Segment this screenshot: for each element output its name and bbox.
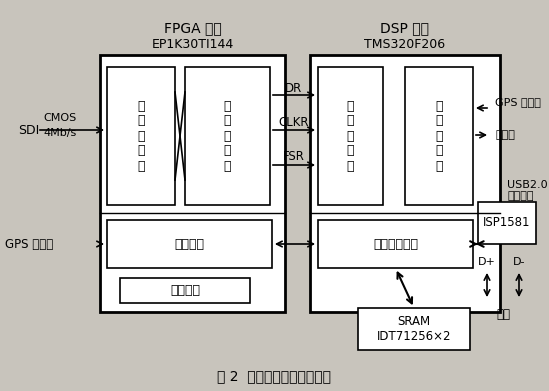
Bar bbox=[405, 67, 473, 205]
Text: 主串口: 主串口 bbox=[495, 130, 515, 140]
Text: GPS 秒脉冲: GPS 秒脉冲 bbox=[5, 237, 53, 251]
Text: DSP 模块: DSP 模块 bbox=[380, 21, 429, 35]
Text: 4Mb/s: 4Mb/s bbox=[43, 128, 77, 138]
Text: 异
步
串
行
口: 异 步 串 行 口 bbox=[435, 99, 442, 172]
Text: 接口芯片: 接口芯片 bbox=[507, 191, 534, 201]
Bar bbox=[120, 278, 250, 303]
Bar bbox=[318, 67, 383, 205]
Text: CLKR: CLKR bbox=[279, 115, 309, 129]
Text: 译码逻辑: 译码逻辑 bbox=[170, 284, 200, 297]
Text: TMS320F206: TMS320F206 bbox=[365, 38, 446, 50]
Text: EP1K30TI144: EP1K30TI144 bbox=[152, 38, 234, 50]
Text: 图 2  数据转存系统结构框图: 图 2 数据转存系统结构框图 bbox=[217, 369, 331, 383]
Bar bbox=[107, 67, 175, 205]
Text: 外部总线接口: 外部总线接口 bbox=[373, 237, 418, 251]
Text: SDI: SDI bbox=[18, 124, 39, 136]
Text: GPS 接收机: GPS 接收机 bbox=[495, 97, 541, 107]
Text: DR: DR bbox=[285, 81, 302, 95]
Text: 同
步
串
行
口: 同 步 串 行 口 bbox=[347, 99, 354, 172]
Bar bbox=[318, 220, 473, 268]
Text: 位
同
步
逻
辑: 位 同 步 逻 辑 bbox=[137, 99, 145, 172]
Text: 授时时钟: 授时时钟 bbox=[175, 237, 204, 251]
Bar bbox=[185, 67, 270, 205]
Text: ISP1581: ISP1581 bbox=[483, 217, 531, 230]
Bar bbox=[358, 308, 470, 350]
Text: D+: D+ bbox=[478, 257, 496, 267]
Text: FSR: FSR bbox=[283, 151, 305, 163]
Bar bbox=[310, 55, 500, 312]
Text: SRAM
IDT71256×2: SRAM IDT71256×2 bbox=[377, 315, 451, 343]
Bar bbox=[107, 220, 272, 268]
Bar bbox=[100, 55, 285, 312]
Text: USB2.0: USB2.0 bbox=[507, 180, 547, 190]
Text: CMOS: CMOS bbox=[43, 113, 77, 123]
Bar bbox=[478, 202, 536, 244]
Text: 帧
同
步
逻
辑: 帧 同 步 逻 辑 bbox=[224, 99, 231, 172]
Text: D-: D- bbox=[513, 257, 525, 267]
Text: 主机: 主机 bbox=[496, 308, 510, 321]
Text: FPGA 模块: FPGA 模块 bbox=[164, 21, 221, 35]
